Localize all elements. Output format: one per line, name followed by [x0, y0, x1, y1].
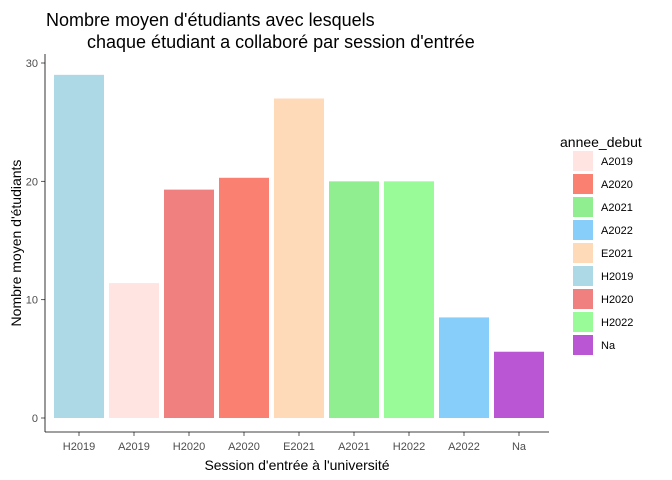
x-tick-label: H2020: [173, 441, 205, 453]
x-tick-label: A2019: [118, 441, 150, 453]
legend-key-na: [573, 335, 593, 355]
legend: A2019 A2020 A2021 A2022 E2021 H2019 H2020 H2022…: [573, 151, 633, 355]
legend-key-h2019: [573, 266, 593, 286]
legend-label: A2021: [601, 202, 633, 214]
legend-key-a2020: [573, 174, 593, 194]
x-tick-label: Na: [512, 441, 527, 453]
legend-key-h2022: [573, 312, 593, 332]
x-tick-label: E2021: [283, 441, 315, 453]
bar-h2022: [384, 181, 434, 418]
legend-label: A2022: [601, 225, 633, 237]
x-tick-label: A2022: [448, 441, 480, 453]
bar-e2021: [274, 98, 324, 418]
legend-label: A2019: [601, 156, 633, 168]
bar-na: [494, 351, 544, 418]
legend-key-e2021: [573, 243, 593, 263]
x-tick-label: H2019: [63, 441, 95, 453]
bar-a2022: [439, 317, 489, 418]
x-tick-label: H2022: [393, 441, 425, 453]
bar-a2020: [219, 177, 269, 418]
legend-label: H2020: [601, 294, 633, 306]
legend-key-h2020: [573, 289, 593, 309]
legend-label: H2019: [601, 271, 633, 283]
legend-title: annee_debut: [560, 134, 642, 150]
x-axis-ticks: H2019 A2019 H2020 A2020 E2021 A2021 H2022 A2022…: [63, 432, 527, 453]
y-axis-title: Nombre moyen d'étudiants: [8, 160, 24, 327]
y-tick-label: 10: [26, 295, 38, 307]
y-tick-label: 20: [26, 176, 38, 188]
x-axis-title: Session d'entrée à l'université: [204, 457, 389, 473]
bar-h2019: [54, 74, 104, 418]
x-tick-label: A2021: [338, 441, 370, 453]
bars-group: [54, 74, 544, 418]
chart-title-line-1: Nombre moyen d'étudiants avec lesquels: [46, 10, 375, 30]
legend-label: Na: [601, 340, 616, 352]
bar-a2021: [329, 181, 379, 418]
y-tick-label: 0: [32, 413, 38, 425]
x-tick-label: A2020: [228, 441, 260, 453]
legend-label: A2020: [601, 179, 633, 191]
legend-key-a2022: [573, 220, 593, 240]
legend-label: E2021: [601, 248, 633, 260]
legend-key-a2021: [573, 197, 593, 217]
y-axis-ticks: 0 10 20 30: [26, 58, 45, 425]
chart-title-line-2: chaque étudiant a collaboré par session …: [87, 32, 475, 52]
legend-label: H2022: [601, 317, 633, 329]
y-tick-label: 30: [26, 58, 38, 70]
bar-h2020: [164, 189, 214, 418]
bar-a2019: [109, 283, 159, 418]
legend-key-a2019: [573, 151, 593, 171]
